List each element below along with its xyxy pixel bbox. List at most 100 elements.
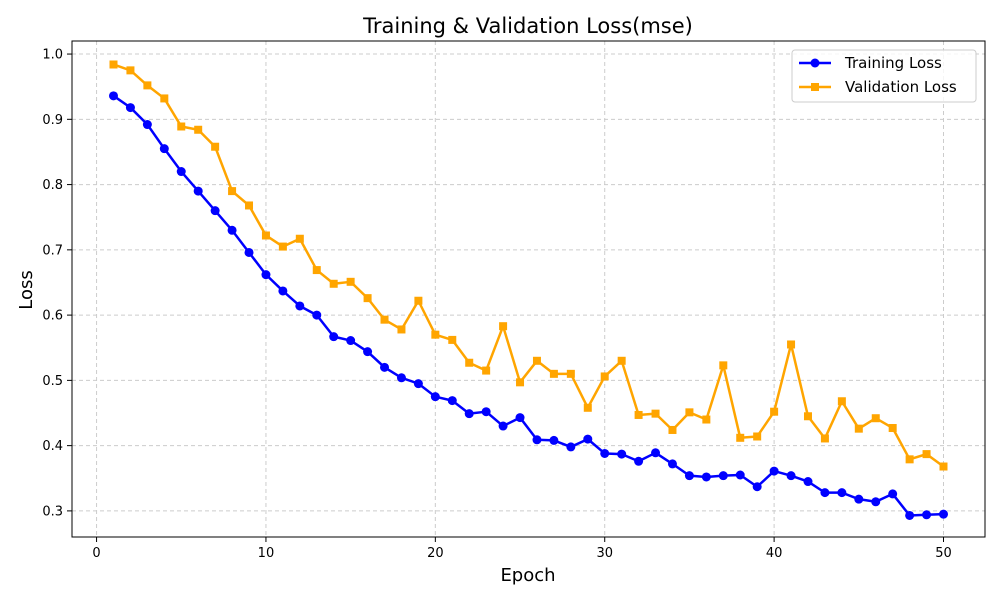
data-point-validation-loss (871, 414, 880, 423)
data-point-validation-loss (414, 296, 423, 305)
data-point-training-loss (566, 442, 576, 452)
data-point-training-loss (498, 421, 508, 431)
legend-marker-training (810, 58, 820, 68)
data-point-training-loss (888, 489, 898, 499)
data-point-validation-loss (787, 340, 796, 349)
data-point-validation-loss (888, 424, 897, 433)
data-point-validation-loss (194, 125, 203, 134)
x-tick-label: 0 (92, 546, 100, 561)
data-point-validation-loss (736, 433, 745, 442)
data-point-training-loss (786, 471, 796, 481)
data-point-training-loss (752, 482, 762, 492)
data-point-validation-loss (719, 361, 728, 370)
legend-marker-validation (811, 83, 819, 91)
y-tick-label: 0.4 (42, 439, 63, 454)
data-point-validation-loss (668, 425, 677, 434)
data-point-validation-loss (448, 335, 457, 344)
x-tick-label: 30 (596, 546, 613, 561)
data-point-training-loss (210, 206, 220, 216)
legend-label-training: Training Loss (844, 54, 942, 72)
plot-frame (71, 40, 986, 538)
chart-title: Training & Validation Loss(mse) (362, 14, 693, 38)
series-layer (109, 60, 948, 520)
data-point-training-loss (735, 470, 745, 480)
data-point-training-loss (922, 510, 932, 520)
data-point-training-loss (464, 409, 474, 419)
data-point-training-loss (430, 392, 440, 402)
legend-label-validation: Validation Loss (845, 78, 957, 96)
data-point-training-loss (481, 407, 491, 417)
x-tick-label: 10 (258, 546, 275, 561)
data-point-training-loss (871, 497, 881, 507)
legend: Training Loss Validation Loss (791, 49, 977, 103)
data-point-training-loss (346, 336, 356, 346)
data-point-training-loss (227, 225, 237, 235)
data-point-validation-loss (583, 403, 592, 412)
data-point-validation-loss (837, 397, 846, 406)
x-axis-label: Epoch (500, 565, 555, 586)
data-point-validation-loss (685, 408, 694, 417)
data-point-validation-loss (380, 315, 389, 324)
data-point-training-loss (515, 413, 525, 423)
data-point-validation-loss (329, 279, 338, 288)
data-point-training-loss (329, 332, 339, 342)
data-point-training-loss (193, 186, 203, 196)
data-point-validation-loss (295, 234, 304, 243)
data-point-training-loss (667, 459, 677, 469)
data-point-training-loss (244, 247, 254, 257)
data-point-validation-loss (431, 330, 440, 339)
data-point-validation-loss (126, 66, 135, 75)
data-point-training-loss (939, 509, 948, 519)
data-point-validation-loss (702, 415, 711, 424)
y-tick-label: 0.9 (42, 113, 63, 128)
data-point-training-loss (278, 286, 288, 296)
data-point-validation-loss (770, 407, 779, 416)
data-point-training-loss (583, 434, 593, 444)
data-point-training-loss (176, 167, 186, 177)
data-point-training-loss (549, 435, 559, 445)
data-point-training-loss (617, 449, 627, 459)
data-point-validation-loss (312, 266, 321, 275)
data-point-training-loss (447, 396, 457, 406)
data-point-training-loss (532, 435, 542, 445)
data-point-training-loss (684, 471, 694, 481)
data-point-training-loss (820, 488, 830, 498)
series-line-validation-loss (113, 63, 945, 468)
data-point-validation-loss (939, 462, 948, 471)
data-point-training-loss (701, 472, 711, 482)
data-point-validation-loss (854, 424, 863, 433)
data-point-training-loss (651, 448, 661, 458)
data-point-validation-loss (278, 242, 287, 251)
data-point-training-loss (769, 466, 779, 476)
y-tick-label: 1.0 (42, 48, 63, 63)
data-point-validation-loss (346, 277, 355, 286)
data-point-validation-loss (363, 294, 372, 303)
data-point-training-loss (905, 510, 915, 520)
data-point-validation-loss (600, 372, 609, 381)
data-point-validation-loss (160, 94, 169, 103)
data-point-validation-loss (516, 378, 525, 387)
data-point-training-loss (125, 103, 135, 113)
data-point-validation-loss (566, 369, 575, 378)
y-tick-label: 0.8 (42, 178, 63, 193)
data-point-training-loss (109, 91, 118, 101)
data-point-validation-loss (499, 322, 508, 331)
data-point-validation-loss (211, 142, 220, 151)
data-point-training-loss (837, 488, 847, 498)
data-point-validation-loss (228, 187, 237, 196)
data-point-training-loss (718, 471, 728, 481)
data-point-validation-loss (803, 412, 812, 421)
y-tick-label: 0.6 (42, 309, 63, 324)
x-tick-label: 20 (427, 546, 444, 561)
data-point-validation-loss (820, 434, 829, 443)
data-point-validation-loss (397, 325, 406, 334)
data-point-validation-loss (245, 201, 254, 210)
data-point-training-loss (396, 373, 406, 383)
data-point-validation-loss (482, 366, 491, 375)
data-point-training-loss (634, 456, 644, 466)
data-point-training-loss (363, 347, 373, 357)
x-tick-label: 50 (935, 546, 952, 561)
y-tick-label: 0.7 (42, 243, 63, 258)
data-point-validation-loss (753, 432, 762, 441)
